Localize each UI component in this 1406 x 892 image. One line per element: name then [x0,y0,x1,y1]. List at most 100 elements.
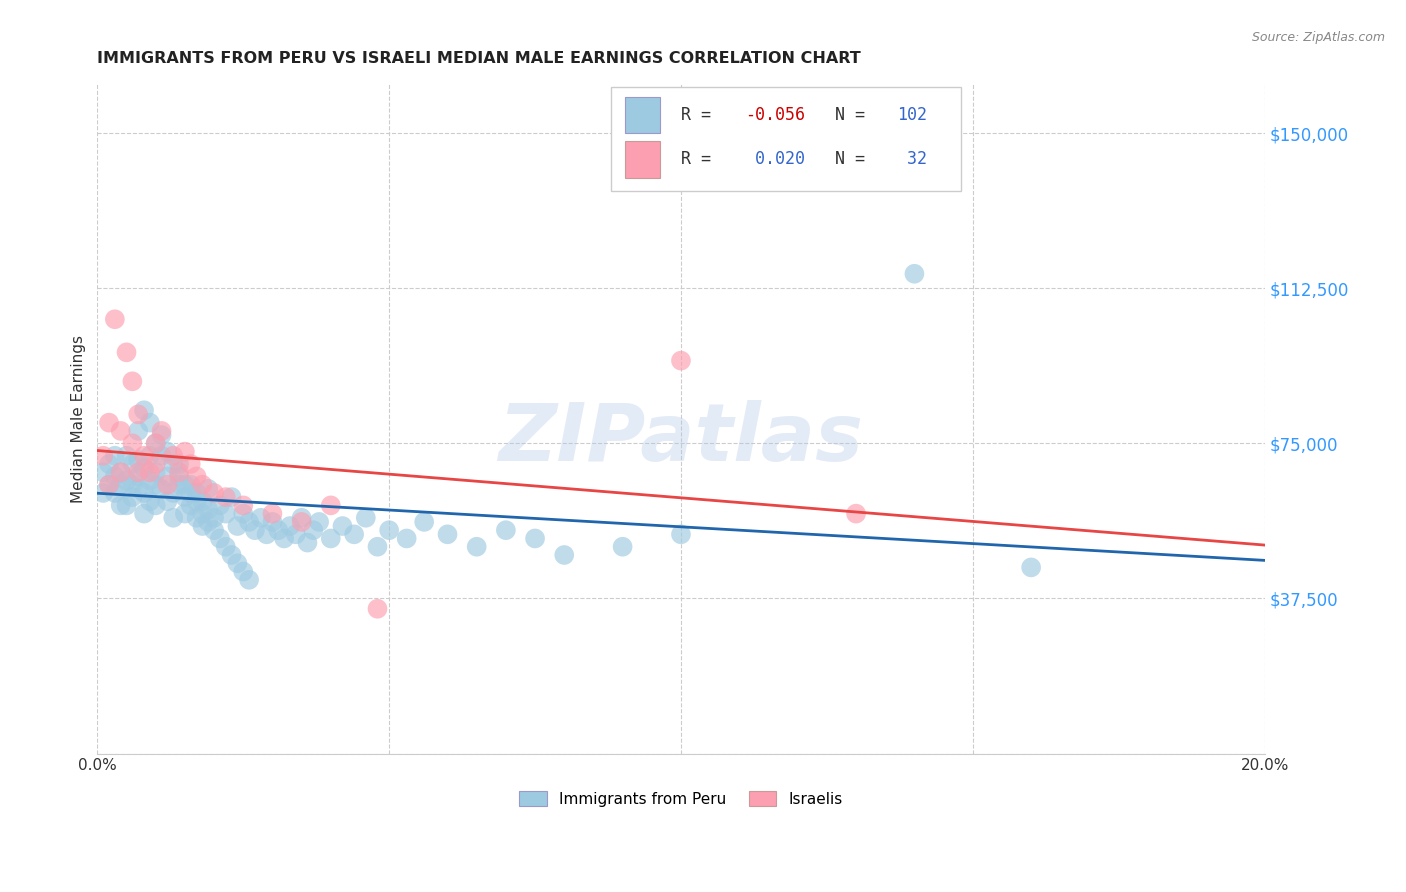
Point [191,477,214,491]
Point [343,527,366,541]
Point [121,477,143,491]
Point [145,465,167,479]
Point [98,457,121,471]
Point [249,510,271,524]
FancyBboxPatch shape [612,87,962,191]
Point [221,548,243,562]
Point [1019,560,1042,574]
Point [208,499,231,513]
Point [174,477,197,491]
Point [553,548,575,562]
Point [191,519,214,533]
Point [98,416,121,430]
Point [121,490,143,504]
Point [156,494,179,508]
Point [132,449,155,463]
Point [197,482,219,496]
Point [167,469,190,483]
Point [115,474,138,488]
Point [156,469,179,483]
Point [132,507,155,521]
Point [232,507,254,521]
Y-axis label: Median Male Earnings: Median Male Earnings [72,334,86,502]
Point [186,469,208,483]
Point [354,510,377,524]
Point [139,474,162,488]
Point [121,457,143,471]
Point [273,532,295,546]
Point [162,457,184,471]
Text: IMMIGRANTS FROM PERU VS ISRAELI MEDIAN MALE EARNINGS CORRELATION CHART: IMMIGRANTS FROM PERU VS ISRAELI MEDIAN M… [97,51,860,66]
Point [186,510,208,524]
Point [139,416,162,430]
Point [226,556,249,570]
Point [284,527,307,541]
Point [150,424,173,438]
Text: N =: N = [815,150,875,169]
Point [191,494,214,508]
Point [191,507,214,521]
Point [232,499,254,513]
Point [145,436,167,450]
Point [150,482,173,496]
Point [150,428,173,442]
Point [612,540,634,554]
Point [202,523,225,537]
FancyBboxPatch shape [624,141,659,178]
Point [132,403,155,417]
Point [180,499,202,513]
Point [162,486,184,500]
Point [332,519,354,533]
Point [215,507,238,521]
Point [262,515,284,529]
Point [104,469,127,483]
Point [202,510,225,524]
Point [186,494,208,508]
Point [139,449,162,463]
Point [145,436,167,450]
Point [110,499,132,513]
Point [238,515,260,529]
Point [319,499,342,513]
Point [167,477,190,491]
Point [167,457,190,471]
Point [115,499,138,513]
Point [378,523,401,537]
Point [366,601,388,615]
Point [180,477,202,491]
Point [110,477,132,491]
Point [495,523,517,537]
Point [413,515,436,529]
Point [132,486,155,500]
Point [162,449,184,463]
Point [167,465,190,479]
Point [669,353,692,368]
Point [115,345,138,359]
Point [208,532,231,546]
Point [132,461,155,475]
Point [98,477,121,491]
Text: -0.056: -0.056 [745,106,806,124]
Point [302,523,325,537]
Point [845,507,868,521]
Point [145,477,167,491]
Point [262,507,284,521]
Point [139,465,162,479]
Point [110,465,132,479]
Text: R =: R = [681,106,721,124]
Point [524,532,547,546]
Text: N =: N = [815,106,875,124]
Point [156,477,179,491]
Text: 32: 32 [897,150,927,169]
Point [308,515,330,529]
Point [91,449,114,463]
Point [91,465,114,479]
Point [186,486,208,500]
Point [903,267,925,281]
Point [202,486,225,500]
Point [366,540,388,554]
Point [174,507,197,521]
Point [669,527,692,541]
Point [465,540,488,554]
Point [162,510,184,524]
